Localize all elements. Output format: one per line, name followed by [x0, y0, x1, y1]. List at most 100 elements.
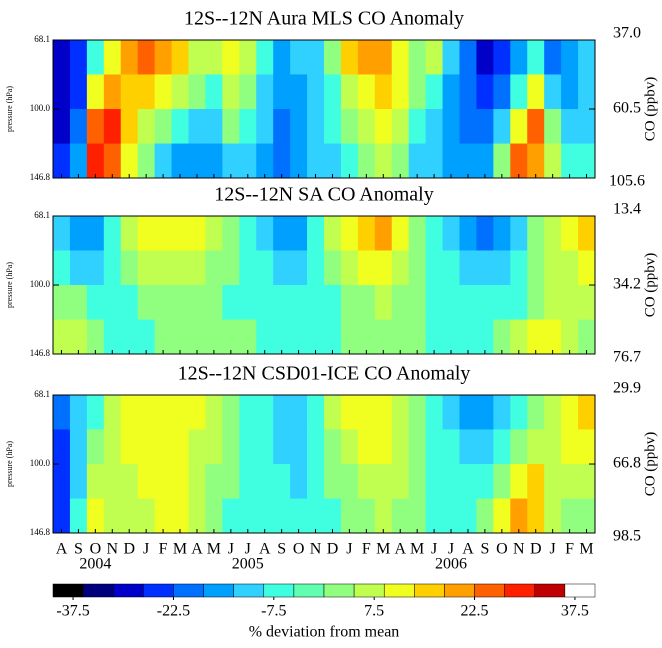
- heat-cell: [120, 395, 139, 430]
- y-tick-label: 68.1: [34, 389, 50, 399]
- heat-cell: [256, 109, 274, 145]
- heat-cell: [154, 429, 173, 465]
- heat-cell: [222, 143, 240, 179]
- heat-cell: [442, 319, 460, 355]
- heat-cell: [408, 250, 427, 286]
- heat-cell: [374, 319, 393, 355]
- heat-cell: [324, 395, 342, 430]
- heat-cell: [408, 109, 427, 145]
- right-label: 98.5: [613, 528, 641, 545]
- heat-cell: [357, 319, 376, 355]
- y-tick-label: 100.0: [30, 279, 51, 289]
- heat-cell: [137, 143, 156, 179]
- heat-cell: [171, 395, 189, 430]
- x-tick-label: M: [207, 541, 221, 558]
- heat-cell: [340, 109, 359, 145]
- heat-cell: [69, 285, 88, 321]
- heat-cell: [53, 40, 71, 75]
- right-label: 37.0: [613, 25, 641, 42]
- heat-cell: [256, 498, 274, 534]
- heat-cell: [510, 143, 528, 179]
- heat-cell: [273, 498, 291, 534]
- heat-cell: [357, 464, 376, 500]
- heat-cell: [459, 319, 477, 355]
- heat-cell: [205, 395, 223, 430]
- heat-cell: [188, 464, 206, 500]
- heat-cell: [307, 143, 325, 179]
- heat-cell: [171, 216, 189, 251]
- heat-cell: [374, 74, 393, 110]
- heat-cell: [578, 74, 596, 110]
- heat-cell: [510, 498, 528, 534]
- heat-cell: [459, 40, 477, 75]
- y-axis-label: pressure (hPa): [5, 86, 14, 132]
- heat-cell: [53, 429, 71, 465]
- heat-cell: [188, 109, 206, 145]
- heat-cell: [425, 464, 444, 500]
- heat-cell: [69, 498, 88, 534]
- heat-cell: [476, 74, 494, 110]
- heat-cell: [171, 429, 189, 465]
- year-label: 2005: [232, 556, 264, 573]
- colorbar-box: [173, 583, 204, 598]
- heat-cell: [391, 216, 410, 251]
- heat-cell: [239, 464, 257, 500]
- heat-cell: [340, 464, 359, 500]
- heat-cell: [527, 216, 545, 251]
- heat-cell: [188, 319, 206, 355]
- heat-cell: [374, 464, 393, 500]
- colorbar-box: [143, 583, 174, 598]
- heat-cell: [137, 216, 156, 251]
- heat-cell: [69, 429, 88, 465]
- heat-cell: [408, 464, 427, 500]
- heat-cell: [86, 250, 105, 286]
- heat-cell: [442, 285, 460, 321]
- heat-cell: [273, 285, 291, 321]
- heat-cell: [374, 143, 393, 179]
- heat-cell: [391, 74, 410, 110]
- heat-cell: [442, 250, 460, 286]
- heat-cell: [137, 285, 156, 321]
- heat-cell: [53, 74, 71, 110]
- heat-cell: [408, 429, 427, 465]
- heat-cell: [137, 250, 156, 286]
- heat-cell: [222, 395, 240, 430]
- heat-cell: [493, 429, 511, 465]
- heat-cell: [205, 464, 223, 500]
- heat-cell: [69, 395, 88, 430]
- colorbar-box: [414, 583, 445, 598]
- heat-cell: [476, 216, 494, 251]
- heat-cell: [442, 395, 460, 430]
- heat-cell: [425, 216, 444, 251]
- heat-cell: [442, 464, 460, 500]
- heat-cell: [103, 395, 122, 430]
- heat-cell: [391, 109, 410, 145]
- heat-cell: [188, 250, 206, 286]
- heat-cell: [205, 216, 223, 251]
- x-tick-label: J: [346, 541, 352, 558]
- heat-cell: [222, 498, 240, 534]
- heat-cell: [239, 498, 257, 534]
- heat-cell: [476, 498, 494, 534]
- heat-cell: [324, 429, 342, 465]
- heat-cell: [205, 498, 223, 534]
- heat-cell: [239, 143, 257, 179]
- heat-cell: [324, 109, 342, 145]
- heat-cell: [493, 464, 511, 500]
- heat-cell: [137, 429, 156, 465]
- heat-cell: [171, 285, 189, 321]
- heat-cell: [120, 464, 139, 500]
- heat-cell: [154, 74, 173, 110]
- heat-cell: [290, 74, 308, 110]
- x-tick-label: J: [448, 541, 454, 558]
- heat-cell: [340, 40, 359, 75]
- heat-cell: [256, 285, 274, 321]
- heat-cell: [120, 498, 139, 534]
- heat-cell: [188, 285, 206, 321]
- heat-cell: [137, 498, 156, 534]
- heat-cell: [544, 143, 562, 179]
- heat-cell: [544, 464, 562, 500]
- heat-cell: [425, 40, 444, 75]
- heat-cell: [273, 40, 291, 75]
- heat-cell: [425, 429, 444, 465]
